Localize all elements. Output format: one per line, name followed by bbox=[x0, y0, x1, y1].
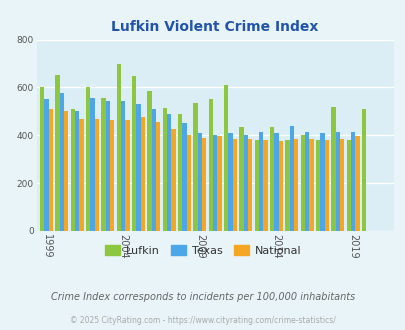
Bar bbox=[335, 132, 339, 231]
Bar bbox=[162, 108, 166, 231]
Bar bbox=[121, 101, 125, 231]
Bar bbox=[293, 139, 298, 231]
Bar bbox=[193, 103, 197, 231]
Bar bbox=[300, 135, 304, 231]
Bar bbox=[224, 85, 228, 231]
Bar bbox=[110, 120, 114, 231]
Bar bbox=[132, 76, 136, 231]
Bar bbox=[320, 133, 324, 231]
Text: © 2025 CityRating.com - https://www.cityrating.com/crime-statistics/: © 2025 CityRating.com - https://www.city… bbox=[70, 315, 335, 325]
Bar bbox=[304, 132, 309, 231]
Bar bbox=[94, 118, 99, 231]
Bar bbox=[247, 139, 252, 231]
Bar bbox=[166, 114, 171, 231]
Bar bbox=[213, 135, 217, 231]
Bar bbox=[197, 133, 202, 231]
Bar bbox=[274, 133, 278, 231]
Bar bbox=[156, 122, 160, 231]
Bar bbox=[105, 101, 110, 231]
Bar bbox=[289, 126, 293, 231]
Bar bbox=[147, 91, 151, 231]
Bar bbox=[171, 129, 175, 231]
Bar bbox=[258, 132, 263, 231]
Bar bbox=[346, 140, 350, 231]
Bar bbox=[324, 140, 328, 231]
Bar bbox=[186, 135, 190, 231]
Bar bbox=[140, 117, 145, 231]
Bar bbox=[309, 139, 313, 231]
Bar bbox=[86, 87, 90, 231]
Legend: Lufkin, Texas, National: Lufkin, Texas, National bbox=[100, 240, 305, 260]
Bar bbox=[60, 93, 64, 231]
Bar bbox=[70, 109, 75, 231]
Bar bbox=[285, 140, 289, 231]
Bar bbox=[217, 137, 221, 231]
Bar bbox=[101, 98, 105, 231]
Title: Lufkin Violent Crime Index: Lufkin Violent Crime Index bbox=[111, 20, 318, 34]
Bar bbox=[55, 76, 60, 231]
Bar bbox=[64, 112, 68, 231]
Bar bbox=[315, 140, 320, 231]
Bar bbox=[339, 139, 343, 231]
Bar bbox=[202, 138, 206, 231]
Bar bbox=[40, 87, 44, 231]
Bar bbox=[278, 141, 282, 231]
Bar bbox=[182, 123, 186, 231]
Bar bbox=[178, 114, 182, 231]
Bar bbox=[330, 107, 335, 231]
Bar bbox=[75, 112, 79, 231]
Bar bbox=[125, 120, 129, 231]
Bar bbox=[136, 104, 140, 231]
Bar bbox=[49, 109, 53, 231]
Text: Crime Index corresponds to incidents per 100,000 inhabitants: Crime Index corresponds to incidents per… bbox=[51, 292, 354, 302]
Bar bbox=[228, 133, 232, 231]
Bar bbox=[151, 109, 156, 231]
Bar bbox=[232, 139, 237, 231]
Bar bbox=[44, 99, 49, 231]
Bar bbox=[90, 98, 94, 231]
Bar bbox=[350, 132, 354, 231]
Bar bbox=[361, 109, 365, 231]
Bar bbox=[263, 140, 267, 231]
Bar bbox=[269, 127, 274, 231]
Bar bbox=[243, 135, 247, 231]
Bar bbox=[354, 137, 359, 231]
Bar bbox=[117, 64, 121, 231]
Bar bbox=[254, 140, 258, 231]
Bar bbox=[79, 118, 83, 231]
Bar bbox=[208, 99, 213, 231]
Bar bbox=[239, 127, 243, 231]
